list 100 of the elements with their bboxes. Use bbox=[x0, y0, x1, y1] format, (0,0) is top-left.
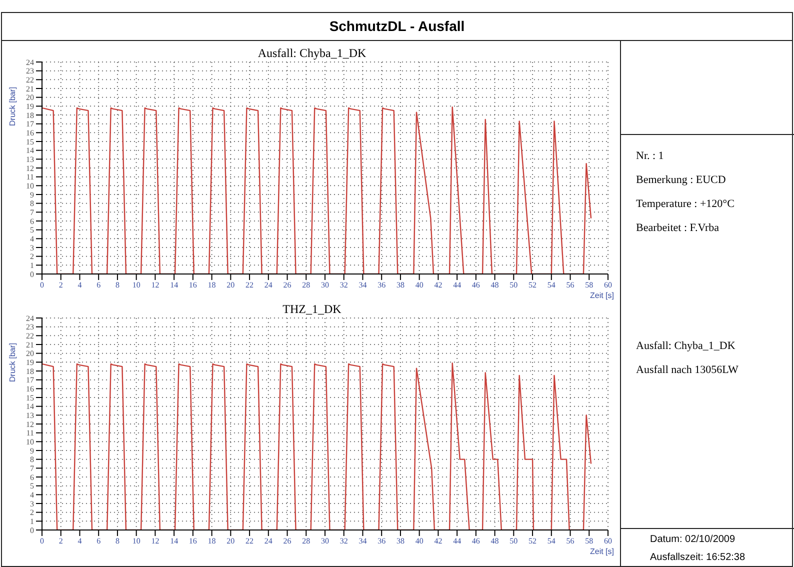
x-tick-label: 40 bbox=[415, 280, 424, 290]
x-tick-label: 38 bbox=[396, 280, 404, 290]
x-tick-label: 46 bbox=[472, 280, 480, 290]
x-tick-label: 12 bbox=[151, 536, 160, 546]
text: Bemerkung : EUCD bbox=[636, 174, 726, 186]
y-axis-title: Druck [bar] bbox=[8, 342, 17, 382]
x-tick-label: 16 bbox=[188, 536, 197, 546]
x-tick-label: 58 bbox=[585, 536, 594, 546]
y-tick-label: 0 bbox=[30, 270, 34, 279]
y-tick-label: 13 bbox=[26, 155, 34, 164]
x-tick-label: 54 bbox=[547, 536, 556, 546]
y-tick-label: 22 bbox=[26, 332, 34, 341]
x-tick-label: 8 bbox=[115, 280, 120, 290]
y-tick-label: 7 bbox=[30, 208, 34, 218]
text: SchmutzDL - Ausfall bbox=[328, 17, 466, 36]
x-tick-label: 20 bbox=[226, 280, 235, 290]
y-tick-label: 24 bbox=[26, 58, 34, 67]
y-tick-label: 23 bbox=[26, 322, 34, 332]
line-series bbox=[42, 362, 592, 530]
y-tick-label: 4 bbox=[30, 234, 34, 244]
y-tick-label: 2 bbox=[30, 252, 34, 262]
y-tick-label: 23 bbox=[26, 66, 34, 76]
y-tick-label: 14 bbox=[26, 402, 34, 412]
y-tick-label: 21 bbox=[26, 340, 34, 350]
x-tick-label: 24 bbox=[264, 536, 272, 546]
y-tick-label: 1 bbox=[30, 261, 34, 270]
y-tick-label: 8 bbox=[30, 455, 34, 464]
x-tick-label: 10 bbox=[132, 536, 140, 546]
x-tick-label: 44 bbox=[453, 536, 462, 546]
y-tick-label: 15 bbox=[26, 393, 34, 402]
y-tick-label: 24 bbox=[26, 314, 34, 323]
x-tick-label: 60 bbox=[604, 280, 612, 290]
x-tick-label: 30 bbox=[321, 536, 329, 546]
x-tick-label: 32 bbox=[340, 280, 348, 290]
x-tick-label: 6 bbox=[96, 280, 101, 290]
text: Ausfall nach 13056LW bbox=[636, 364, 738, 376]
text: Nr. : 1 bbox=[636, 150, 664, 162]
y-tick-label: 12 bbox=[26, 164, 34, 173]
y-tick-label: 3 bbox=[30, 243, 34, 252]
x-tick-label: 56 bbox=[566, 536, 574, 546]
x-tick-label: 30 bbox=[321, 280, 329, 290]
text: Temperature : +120°C bbox=[636, 198, 734, 210]
x-tick-label: 46 bbox=[472, 536, 480, 546]
x-tick-label: 26 bbox=[283, 536, 292, 546]
x-tick-label: 34 bbox=[358, 536, 367, 546]
x-tick-label: 26 bbox=[283, 280, 292, 290]
x-tick-label: 32 bbox=[340, 536, 348, 546]
x-tick-label: 12 bbox=[151, 280, 160, 290]
x-tick-label: 58 bbox=[585, 280, 594, 290]
y-tick-label: 7 bbox=[30, 464, 34, 474]
y-tick-label: 5 bbox=[30, 482, 34, 491]
x-tick-label: 14 bbox=[170, 280, 178, 290]
x-tick-label: 24 bbox=[264, 280, 272, 290]
y-tick-label: 19 bbox=[26, 102, 34, 112]
x-tick-label: 6 bbox=[96, 536, 101, 546]
y-tick-label: 6 bbox=[30, 472, 34, 482]
x-tick-label: 2 bbox=[58, 280, 63, 290]
y-tick-label: 2 bbox=[30, 508, 34, 518]
x-tick-label: 0 bbox=[40, 280, 44, 290]
y-tick-label: 11 bbox=[26, 172, 34, 182]
y-tick-label: 22 bbox=[26, 76, 34, 85]
y-tick-label: 10 bbox=[26, 182, 34, 191]
x-tick-label: 22 bbox=[246, 536, 254, 546]
x-tick-label: 28 bbox=[302, 280, 310, 290]
y-tick-label: 1 bbox=[30, 517, 34, 526]
x-tick-label: 0 bbox=[40, 536, 44, 546]
x-tick-label: 10 bbox=[132, 280, 140, 290]
y-tick-label: 14 bbox=[26, 146, 34, 156]
y-tick-label: 21 bbox=[26, 84, 34, 94]
x-tick-label: 34 bbox=[358, 280, 367, 290]
x-tick-label: 42 bbox=[434, 536, 442, 546]
chart-title: Ausfall: Chyba_1_DK bbox=[258, 46, 366, 60]
x-tick-label: 50 bbox=[510, 536, 518, 546]
x-tick-label: 54 bbox=[547, 280, 556, 290]
y-tick-label: 11 bbox=[26, 428, 34, 438]
x-tick-label: 52 bbox=[528, 536, 537, 546]
text: Datum: 02/10/2009 bbox=[650, 534, 736, 545]
x-axis-title: Zeit [s] bbox=[590, 291, 614, 300]
y-tick-label: 0 bbox=[30, 526, 34, 535]
y-tick-label: 5 bbox=[30, 226, 34, 235]
x-tick-label: 38 bbox=[396, 536, 404, 546]
text: Ausfallszeit: 16:52:38 bbox=[650, 552, 746, 563]
x-tick-label: 44 bbox=[453, 280, 462, 290]
x-tick-label: 14 bbox=[170, 536, 178, 546]
y-tick-label: 12 bbox=[26, 420, 34, 429]
x-tick-label: 2 bbox=[58, 536, 63, 546]
x-tick-label: 36 bbox=[378, 280, 386, 290]
x-tick-label: 56 bbox=[566, 280, 574, 290]
y-tick-label: 20 bbox=[26, 349, 34, 358]
y-tick-label: 13 bbox=[26, 411, 34, 420]
y-tick-label: 16 bbox=[26, 128, 34, 138]
y-tick-label: 18 bbox=[26, 366, 34, 376]
x-axis-title: Zeit [s] bbox=[590, 547, 614, 556]
y-tick-label: 18 bbox=[26, 110, 34, 120]
y-tick-label: 17 bbox=[26, 120, 34, 129]
x-tick-label: 36 bbox=[378, 536, 386, 546]
y-tick-label: 9 bbox=[30, 190, 34, 200]
x-tick-label: 18 bbox=[208, 536, 216, 546]
line-series bbox=[42, 106, 592, 274]
x-tick-label: 40 bbox=[415, 536, 424, 546]
